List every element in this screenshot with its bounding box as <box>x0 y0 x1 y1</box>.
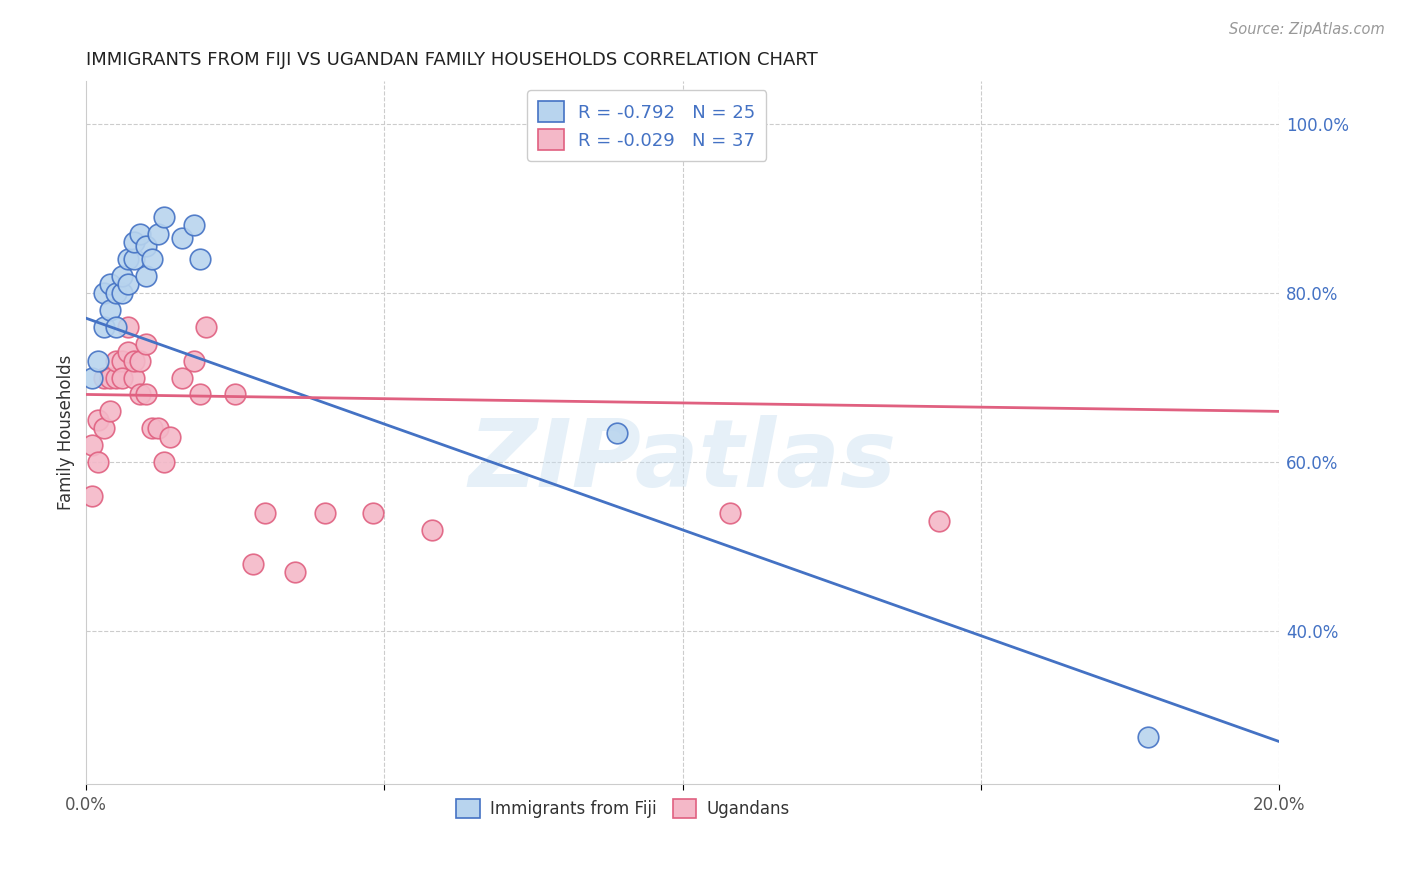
Point <box>122 235 145 249</box>
Point <box>111 353 134 368</box>
Point <box>117 345 139 359</box>
Point <box>117 319 139 334</box>
Point <box>928 515 950 529</box>
Point <box>170 231 193 245</box>
Point <box>242 557 264 571</box>
Text: Source: ZipAtlas.com: Source: ZipAtlas.com <box>1229 22 1385 37</box>
Point <box>82 370 104 384</box>
Point <box>122 353 145 368</box>
Text: IMMIGRANTS FROM FIJI VS UGANDAN FAMILY HOUSEHOLDS CORRELATION CHART: IMMIGRANTS FROM FIJI VS UGANDAN FAMILY H… <box>86 51 818 69</box>
Point <box>141 421 163 435</box>
Point <box>82 438 104 452</box>
Point <box>153 210 176 224</box>
Point <box>98 277 121 292</box>
Point <box>111 268 134 283</box>
Point <box>146 227 169 241</box>
Point <box>194 319 217 334</box>
Point <box>224 387 246 401</box>
Point <box>122 370 145 384</box>
Point <box>135 387 157 401</box>
Point <box>1136 730 1159 744</box>
Point <box>87 455 110 469</box>
Point <box>153 455 176 469</box>
Point <box>361 506 384 520</box>
Point <box>87 413 110 427</box>
Point <box>284 565 307 579</box>
Point <box>146 421 169 435</box>
Point <box>105 319 128 334</box>
Point <box>129 227 152 241</box>
Point <box>93 370 115 384</box>
Point <box>105 370 128 384</box>
Point <box>188 387 211 401</box>
Point <box>170 370 193 384</box>
Point <box>117 277 139 292</box>
Point <box>117 252 139 266</box>
Point <box>141 252 163 266</box>
Point <box>93 319 115 334</box>
Point <box>718 506 741 520</box>
Point <box>82 489 104 503</box>
Point <box>135 336 157 351</box>
Y-axis label: Family Households: Family Households <box>58 355 75 510</box>
Point <box>183 353 205 368</box>
Point <box>87 353 110 368</box>
Point <box>254 506 277 520</box>
Point <box>111 370 134 384</box>
Point <box>129 353 152 368</box>
Point <box>183 218 205 232</box>
Point <box>135 239 157 253</box>
Legend: Immigrants from Fiji, Ugandans: Immigrants from Fiji, Ugandans <box>450 792 796 824</box>
Point <box>111 285 134 300</box>
Point <box>93 285 115 300</box>
Point <box>98 370 121 384</box>
Point <box>188 252 211 266</box>
Point <box>606 425 628 440</box>
Point <box>98 302 121 317</box>
Point <box>98 404 121 418</box>
Text: ZIPatlas: ZIPatlas <box>468 415 897 507</box>
Point <box>122 252 145 266</box>
Point <box>105 353 128 368</box>
Point <box>314 506 336 520</box>
Point <box>129 387 152 401</box>
Point <box>420 523 443 537</box>
Point <box>105 285 128 300</box>
Point <box>93 421 115 435</box>
Point <box>135 268 157 283</box>
Point <box>159 430 181 444</box>
